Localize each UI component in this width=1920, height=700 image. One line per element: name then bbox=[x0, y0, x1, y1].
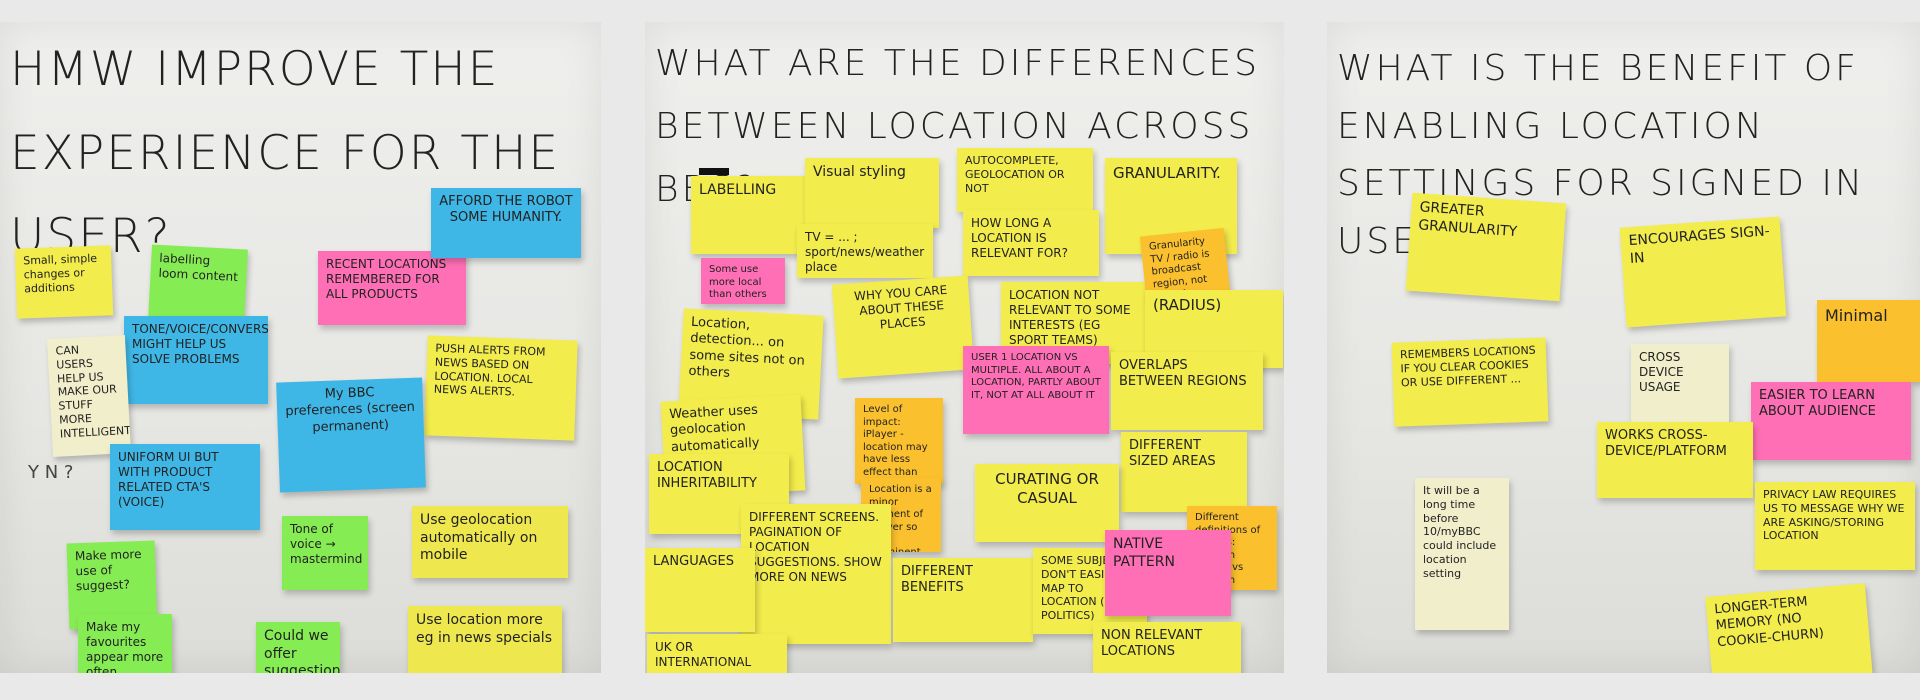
sticky-note: Works cross-device/platform bbox=[1597, 422, 1753, 498]
whiteboard-location-differences: What are the differences between locatio… bbox=[645, 22, 1284, 673]
sticky-note: labelling loom content bbox=[148, 244, 248, 326]
handwritten-mark: Y N ? bbox=[28, 462, 74, 483]
sticky-note: TV = ... ; sport/news/weather place bbox=[797, 224, 933, 278]
pen-mark bbox=[699, 168, 729, 175]
sticky-note: Native pattern bbox=[1105, 530, 1231, 616]
sticky-note: Tone of voice → mastermind bbox=[282, 516, 368, 590]
sticky-note: Visual styling bbox=[805, 158, 939, 228]
sticky-note: Some use more local than others bbox=[701, 258, 785, 304]
sticky-note: User 1 location vs multiple. All about a… bbox=[963, 346, 1109, 434]
sticky-note: Encourages sign-in bbox=[1619, 216, 1787, 328]
sticky-note: UK or international bbox=[647, 634, 787, 673]
sticky-note: How long a location is relevant for? bbox=[963, 210, 1099, 276]
sticky-note: Can users help us make our stuff more in… bbox=[46, 335, 132, 457]
sticky-note: Different sized areas bbox=[1121, 432, 1247, 512]
sticky-note: Overlaps between regions bbox=[1111, 352, 1263, 430]
sticky-note: Make my favourites appear more often bbox=[78, 614, 172, 673]
whiteboard-signed-in-benefits: What is the benefit of enabling location… bbox=[1327, 22, 1920, 673]
sticky-note: Languages bbox=[645, 548, 755, 632]
sticky-note: Cross device usage bbox=[1631, 344, 1729, 432]
sticky-note: Why you care about these places bbox=[831, 275, 975, 379]
sticky-note: Use location more eg in news specials bbox=[408, 606, 562, 673]
sticky-note: Uniform UI but with product related CTA'… bbox=[110, 444, 260, 530]
sticky-note: Could we offer suggestions bbox=[256, 622, 340, 673]
sticky-note: Autocomplete, geolocation or not bbox=[957, 148, 1093, 212]
whiteboard-hmw-improve-experience: HMW improve the experience for the user?… bbox=[0, 22, 601, 673]
sticky-note: My BBC preferences (screen permanent) bbox=[276, 377, 426, 493]
sticky-note: Different benefits bbox=[893, 558, 1033, 642]
sticky-note: Greater granularity bbox=[1405, 192, 1567, 302]
sticky-note: Curating or casual bbox=[975, 464, 1119, 542]
sticky-note: Longer-term memory (no cookie-churn) bbox=[1705, 583, 1873, 673]
sticky-note: Labelling bbox=[691, 176, 809, 254]
sticky-note: It will be a long time before 10/myBBC c… bbox=[1415, 478, 1509, 630]
sticky-note: Afford the robot some humanity. bbox=[431, 188, 581, 258]
sticky-note: Location is a minor element of iPlayer s… bbox=[861, 478, 941, 552]
sticky-note: Tone/voice/conversation might help us so… bbox=[124, 316, 268, 404]
sticky-note: Use geolocation automatically on mobile bbox=[412, 506, 568, 578]
sticky-note: Small, simple changes or additions bbox=[14, 245, 114, 319]
sticky-note: Push alerts from news based on location.… bbox=[424, 335, 578, 441]
sticky-note: Minimal bbox=[1817, 300, 1920, 382]
sticky-note: Easier to learn about audience bbox=[1751, 382, 1911, 460]
sticky-note: Level of impact: iPlayer - location may … bbox=[855, 398, 943, 484]
board-title: HMW improve the experience for the user? bbox=[10, 42, 561, 265]
sticky-note: Privacy law requires us to message why w… bbox=[1755, 482, 1915, 570]
sticky-note: Different screens. Pagination of locatio… bbox=[741, 504, 891, 644]
